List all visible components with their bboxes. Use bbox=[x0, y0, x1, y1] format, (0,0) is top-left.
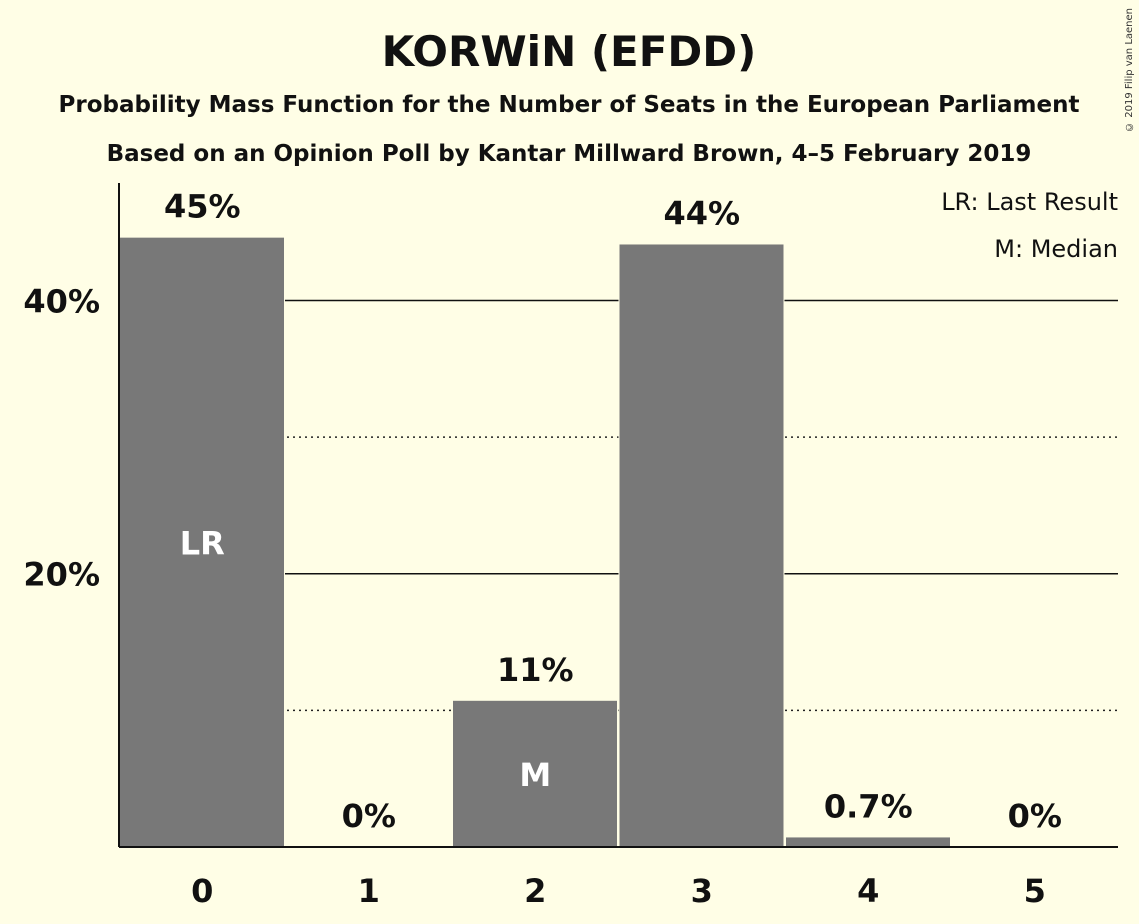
bar-mark-label: M bbox=[519, 756, 551, 794]
chart-subtitle-2: Based on an Opinion Poll by Kantar Millw… bbox=[107, 141, 1032, 167]
bar-mark-label: LR bbox=[180, 524, 225, 562]
bar-value-label: 44% bbox=[663, 194, 740, 232]
bar-value-label: 11% bbox=[497, 651, 574, 689]
x-tick-label: 0 bbox=[191, 872, 213, 910]
bar bbox=[453, 700, 617, 847]
copyright-note: © 2019 Filip van Laenen bbox=[1124, 8, 1135, 132]
bars bbox=[119, 237, 951, 848]
x-tick-label: 3 bbox=[691, 872, 713, 910]
legend-last-result: LR: Last Result bbox=[941, 188, 1118, 216]
x-tick-label: 1 bbox=[358, 872, 380, 910]
axes bbox=[118, 183, 1118, 848]
y-tick-label: 20% bbox=[23, 556, 100, 594]
x-tick-label: 2 bbox=[524, 872, 546, 910]
legend-median: M: Median bbox=[994, 235, 1118, 263]
chart-subtitle: Probability Mass Function for the Number… bbox=[59, 92, 1080, 118]
bar-value-label: 0.7% bbox=[824, 787, 913, 825]
bar bbox=[786, 837, 950, 847]
x-tick-label: 5 bbox=[1024, 872, 1046, 910]
bar-value-label: 0% bbox=[342, 797, 396, 835]
bar bbox=[619, 244, 784, 848]
y-tick-label: 40% bbox=[23, 282, 100, 320]
bar-value-label: 45% bbox=[164, 188, 241, 226]
bar bbox=[120, 237, 284, 847]
x-tick-label: 4 bbox=[857, 872, 879, 910]
bar-value-label: 0% bbox=[1008, 797, 1062, 835]
chart-title: KORWiN (EFDD) bbox=[382, 27, 757, 76]
